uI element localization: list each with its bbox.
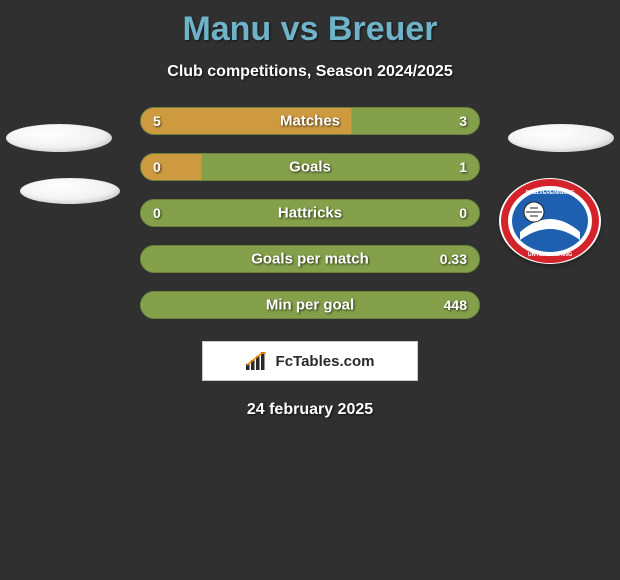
stat-row-fill [141, 154, 202, 180]
stat-row: 0 Hattricks 0 [140, 199, 480, 227]
club-badge: SPIELVEREINIGUNG UNTERHACHING [499, 178, 601, 264]
stat-right-value: 0 [459, 205, 467, 221]
stat-label: Goals [289, 159, 331, 176]
svg-text:UNTERHACHING: UNTERHACHING [528, 252, 573, 258]
stat-row-fill [141, 292, 142, 318]
stat-right-value: 0.33 [440, 251, 467, 267]
stat-label: Matches [280, 113, 340, 130]
player1-logo-placeholder-2 [20, 178, 120, 204]
stat-row: 0 Goals 1 [140, 153, 480, 181]
stat-label: Goals per match [251, 251, 369, 268]
stat-left-value: 5 [153, 113, 161, 129]
player2-logo-placeholder [508, 124, 614, 152]
stat-row: Goals per match 0.33 [140, 245, 480, 273]
stat-left-value: 0 [153, 159, 161, 175]
page-title: Manu vs Breuer [0, 0, 620, 49]
subtitle: Club competitions, Season 2024/2025 [0, 63, 620, 81]
bars-icon [246, 352, 270, 370]
player1-logo-placeholder-1 [6, 124, 112, 152]
footer-brand-text: FcTables.com [276, 353, 375, 370]
stat-right-value: 3 [459, 113, 467, 129]
stat-label: Hattricks [278, 205, 342, 222]
date-text: 24 february 2025 [0, 401, 620, 419]
unterhaching-badge-icon: SPIELVEREINIGUNG UNTERHACHING [499, 178, 601, 264]
stat-right-value: 448 [444, 297, 467, 313]
stat-row: 5 Matches 3 [140, 107, 480, 135]
stat-row-fill [141, 246, 142, 272]
footer-attribution: FcTables.com [202, 341, 418, 381]
stat-row: Min per goal 448 [140, 291, 480, 319]
stat-row-fill [141, 200, 142, 226]
stat-label: Min per goal [266, 297, 354, 314]
svg-text:SPIELVEREINIGUNG: SPIELVEREINIGUNG [525, 190, 574, 196]
stat-right-value: 1 [459, 159, 467, 175]
stat-left-value: 0 [153, 205, 161, 221]
